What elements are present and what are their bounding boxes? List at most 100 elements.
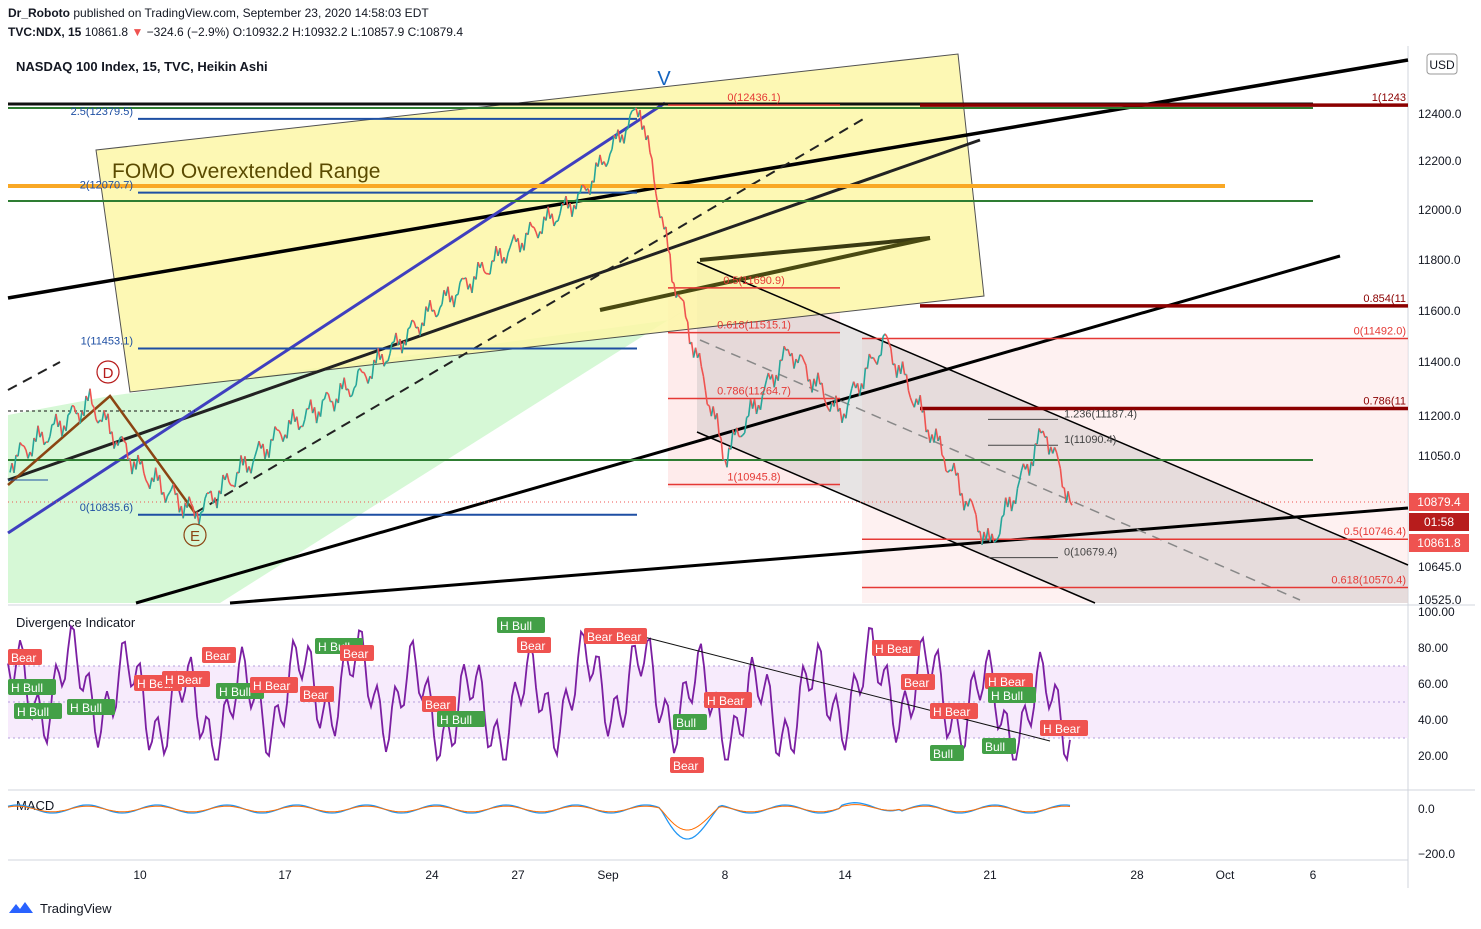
price-candle [429, 300, 433, 312]
price-candle [168, 488, 173, 494]
price-candle [1046, 436, 1050, 455]
price-candle [505, 252, 509, 264]
price-tick: 11600.0 [1418, 304, 1461, 318]
fib-right-label: 0.618(10570.4) [1331, 575, 1406, 587]
price-candle [137, 454, 141, 465]
price-candle [963, 500, 967, 511]
price-candle [649, 152, 653, 160]
price-candle [41, 431, 45, 445]
price-candle [198, 511, 202, 525]
currency-button[interactable] [1426, 53, 1458, 75]
price-candle [761, 388, 766, 397]
price-candle [272, 426, 276, 441]
price-candle [377, 348, 381, 360]
fib-right-label: 0.854(11 [1363, 293, 1406, 305]
price-candle [858, 383, 863, 397]
price-candle [773, 374, 777, 388]
price-candle [657, 205, 661, 218]
price-candle [517, 238, 521, 253]
price-candle [611, 134, 615, 150]
price-candle [927, 429, 931, 443]
price-candle [117, 437, 121, 446]
price-candle [17, 442, 21, 457]
low-value: L:10857.9 [350, 25, 405, 39]
time-tick: Sep [597, 868, 619, 882]
price-candle [797, 354, 801, 364]
price-candle [655, 193, 659, 207]
divergence-tag-bg [517, 637, 551, 653]
price-candle [671, 281, 675, 284]
price-candle [268, 439, 272, 458]
price-candle [49, 424, 53, 437]
bear-tag: H Bear [875, 642, 912, 656]
price-candle [868, 353, 873, 359]
price-candle [541, 216, 545, 234]
price-candle [625, 127, 629, 131]
symbol-line: TVC:NDX, 15 10861.8 ▼ −324.6 (−2.9%) O:1… [8, 25, 463, 39]
price-candle [577, 192, 581, 195]
price-candle [559, 203, 563, 214]
price-candle [423, 306, 427, 326]
price-candle [238, 455, 242, 473]
price-candle [690, 342, 695, 358]
price-candle [302, 419, 306, 427]
publisher-name[interactable]: Dr_Roboto [8, 6, 70, 20]
tradingview-logo-icon[interactable] [8, 900, 34, 916]
price-candle [441, 290, 445, 305]
price-candle [349, 394, 353, 398]
price-candle [593, 162, 597, 183]
fib-small-label: 0(10679.4) [1064, 547, 1117, 559]
divergence-tag-bg [340, 645, 374, 661]
price-candle [700, 366, 705, 377]
price-candle [551, 213, 555, 227]
divergence-tag-bg [67, 699, 115, 715]
price-candle [841, 413, 845, 423]
footer-brand[interactable]: TradingView [40, 900, 112, 916]
price-candle [679, 296, 683, 300]
fib-right-label: 0(11492.0) [1354, 326, 1406, 338]
price-candle [499, 248, 503, 264]
price-candle [880, 336, 884, 356]
price-candle [447, 286, 451, 303]
price-candle [395, 332, 399, 346]
bull-tag: Bull [676, 716, 696, 730]
divergence-tag-bg [422, 696, 456, 712]
divergence-tag-bg [673, 714, 707, 730]
price-candle [575, 193, 579, 210]
bear-tag: Bear [616, 630, 641, 644]
price-candle [884, 333, 888, 338]
bear-tag: H Bear [988, 675, 1025, 689]
price-candle [677, 294, 681, 298]
price-candle [821, 382, 825, 398]
price-candle [947, 469, 951, 473]
marker-e: E [190, 528, 200, 545]
price-candle [661, 216, 665, 230]
trend-line-mid [7, 138, 981, 482]
price-candle [121, 436, 125, 442]
price-candle [997, 533, 1001, 539]
bull-tag: H Bull [219, 685, 251, 699]
price-candle [805, 365, 809, 382]
price-candle [781, 346, 785, 361]
close-price-tag: 10879.4 [1417, 495, 1461, 509]
price-candle [437, 307, 441, 316]
close-price-tag-bg [1409, 493, 1469, 511]
price-tick: 10525.0 [1418, 593, 1462, 607]
rsi-title: Divergence Indicator [16, 615, 136, 630]
price-candle [371, 359, 375, 379]
fib-mid-label: 0(12436.1) [727, 92, 780, 104]
price-candle [47, 435, 51, 443]
price-candle [617, 129, 621, 143]
price-candle [1018, 470, 1023, 481]
time-tick: 24 [425, 868, 439, 882]
bear-tag: Bear [587, 630, 612, 644]
price-candle [135, 454, 139, 470]
price-candle [125, 442, 129, 461]
price-candle [849, 388, 853, 398]
price-candle [93, 407, 97, 420]
price-candle [706, 403, 710, 407]
price-candle [726, 447, 730, 468]
bull-tag: H Bull [440, 713, 472, 727]
price-candle [176, 493, 181, 513]
